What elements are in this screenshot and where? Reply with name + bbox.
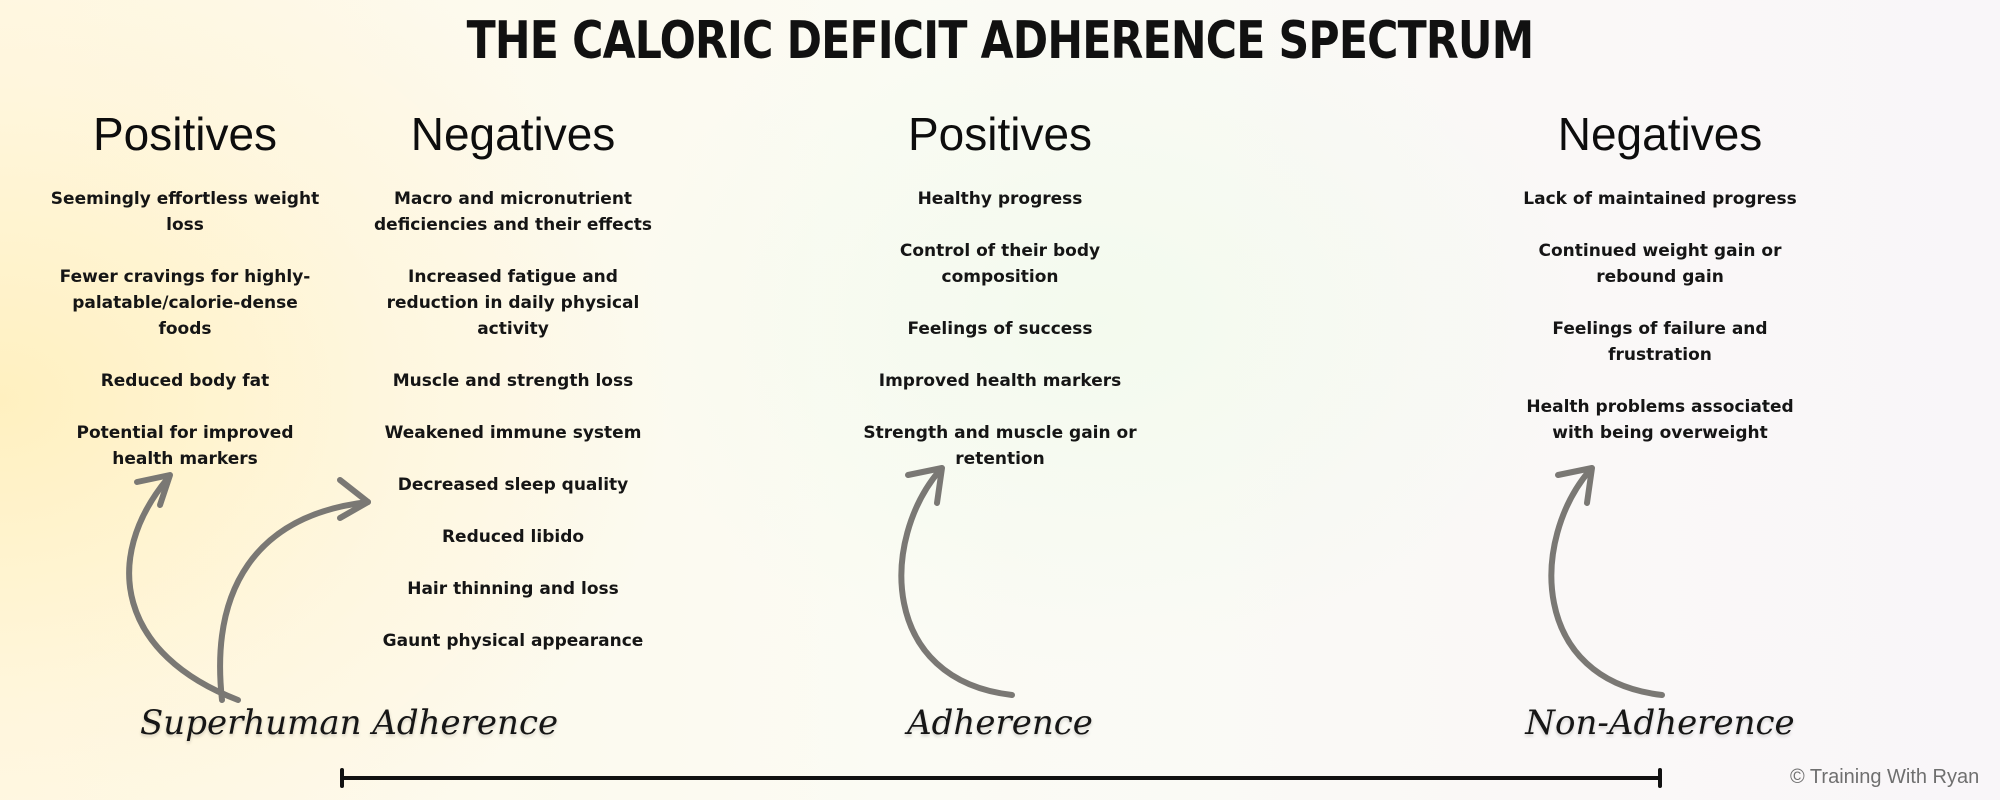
list-item: Muscle and strength loss	[392, 371, 634, 391]
list-item: Lack of maintained progress	[1523, 189, 1797, 209]
superhuman-positives-column: Positives Seemingly effortless weight lo…	[40, 100, 330, 498]
column-heading: Negatives	[1557, 108, 1763, 160]
list-item: Decreased sleep quality	[397, 475, 629, 495]
superhuman-adherence-label: Superhuman Adherence	[140, 703, 559, 743]
list-item: Increased fatigue and reduction in daily…	[386, 267, 640, 339]
column-heading: Negatives	[410, 108, 616, 160]
arrow-to-non-adherence-negatives	[1548, 465, 1665, 698]
list-item: Control of their body composition	[899, 241, 1101, 287]
page-title: THE CALORIC DEFICIT ADHERENCE SPECTRUM	[466, 11, 1535, 71]
list-item: Potential for improved health markers	[76, 423, 294, 469]
arrow-to-adherence-positives	[898, 465, 1015, 698]
column-heading: Positives	[92, 108, 278, 160]
list-item: Feelings of failure and frustration	[1552, 319, 1768, 365]
list-item: Health problems associated with being ov…	[1526, 397, 1794, 443]
arrow-to-superhuman-negatives	[217, 477, 371, 703]
list-item: Improved health markers	[878, 371, 1122, 391]
non-adherence-negatives-column: Negatives Lack of maintained progress Co…	[1520, 100, 1800, 472]
credit-text: © Training With Ryan	[1790, 766, 1980, 788]
column-heading: Positives	[907, 108, 1093, 160]
list-item: Fewer cravings for highly-palatable/calo…	[59, 267, 311, 339]
list-item: Reduced libido	[441, 527, 585, 547]
list-item: Healthy progress	[917, 189, 1083, 209]
adherence-label: Adherence	[907, 703, 1093, 743]
list-item: Hair thinning and loss	[407, 579, 619, 599]
non-adherence-label: Non-Adherence	[1525, 703, 1795, 743]
list-item: Reduced body fat	[100, 371, 270, 391]
adherence-positives-column: Positives Healthy progress Control of th…	[860, 100, 1140, 498]
list-item: Feelings of success	[907, 319, 1093, 339]
superhuman-negatives-column: Negatives Macro and micronutrient defici…	[368, 100, 658, 680]
list-item: Seemingly effortless weight loss	[50, 189, 320, 235]
arrow-to-superhuman-positives	[126, 472, 241, 703]
list-item: Gaunt physical appearance	[382, 631, 644, 651]
list-item: Macro and micronutrient deficiencies and…	[374, 189, 653, 235]
list-item: Continued weight gain or rebound gain	[1538, 241, 1782, 287]
list-item: Strength and muscle gain or retention	[863, 423, 1137, 469]
list-item: Weakened immune system	[384, 423, 642, 443]
